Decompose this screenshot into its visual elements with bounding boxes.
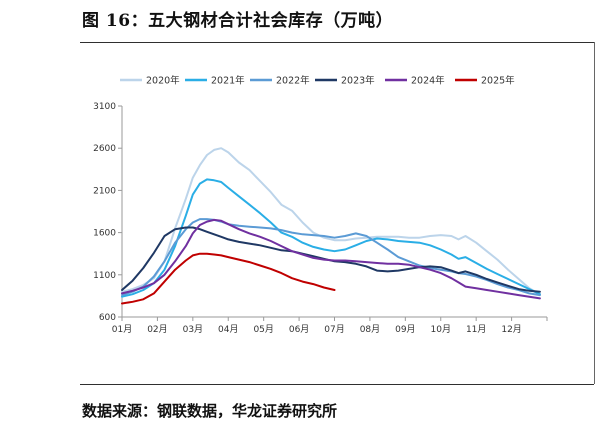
series-line-2024年 bbox=[121, 218, 541, 300]
series-line-2021年 bbox=[121, 178, 541, 298]
x-tick-label: 08月 bbox=[360, 324, 380, 335]
x-tick-label: 03月 bbox=[183, 324, 203, 335]
legend-label: 2022年 bbox=[276, 75, 310, 87]
x-tick-label: 01月 bbox=[112, 324, 132, 335]
legend-label: 2021年 bbox=[211, 75, 245, 87]
legend-label: 2025年 bbox=[481, 75, 515, 87]
y-tick-label: 1600 bbox=[93, 229, 116, 239]
chart-legend: 2020年 2021年 2022年 2023年 2024年 2025年 bbox=[120, 75, 515, 87]
right-edge-line bbox=[594, 42, 595, 384]
legend-label: 2024年 bbox=[411, 75, 445, 87]
legend-label: 2023年 bbox=[341, 75, 375, 87]
series-line-2022年 bbox=[121, 218, 541, 297]
y-tick-label: 1100 bbox=[93, 271, 116, 281]
y-tick-label: 2600 bbox=[93, 144, 116, 154]
figure-title: 图 16：五大钢材合计社会库存（万吨） bbox=[82, 11, 394, 31]
x-tick-label: 04月 bbox=[218, 324, 238, 335]
top-rule bbox=[80, 42, 594, 43]
chart-axes: 600 1100 1600 2100 2600 3100 01月 02月 03月 04月 05月 06… bbox=[93, 102, 548, 335]
x-tick-label: 06月 bbox=[289, 324, 309, 335]
x-tick-label: 09月 bbox=[395, 324, 415, 335]
bottom-rule bbox=[80, 384, 594, 385]
x-tick-label: 07月 bbox=[324, 324, 344, 335]
data-source: 数据来源：钢联数据，华龙证券研究所 bbox=[82, 402, 338, 420]
series-line-2020年 bbox=[121, 147, 541, 296]
x-tick-label: 02月 bbox=[147, 324, 167, 335]
x-tick-label: 12月 bbox=[501, 324, 521, 335]
chart-plot-area bbox=[121, 147, 541, 305]
series-line-2025年 bbox=[121, 252, 336, 305]
x-tick-label: 10月 bbox=[431, 324, 451, 335]
y-tick-label: 2100 bbox=[93, 186, 116, 196]
y-tick-label: 3100 bbox=[93, 102, 116, 112]
y-tick-label: 600 bbox=[99, 313, 116, 323]
x-tick-label: 11月 bbox=[466, 324, 486, 335]
x-tick-label: 05月 bbox=[253, 324, 273, 335]
legend-label: 2020年 bbox=[146, 75, 180, 87]
